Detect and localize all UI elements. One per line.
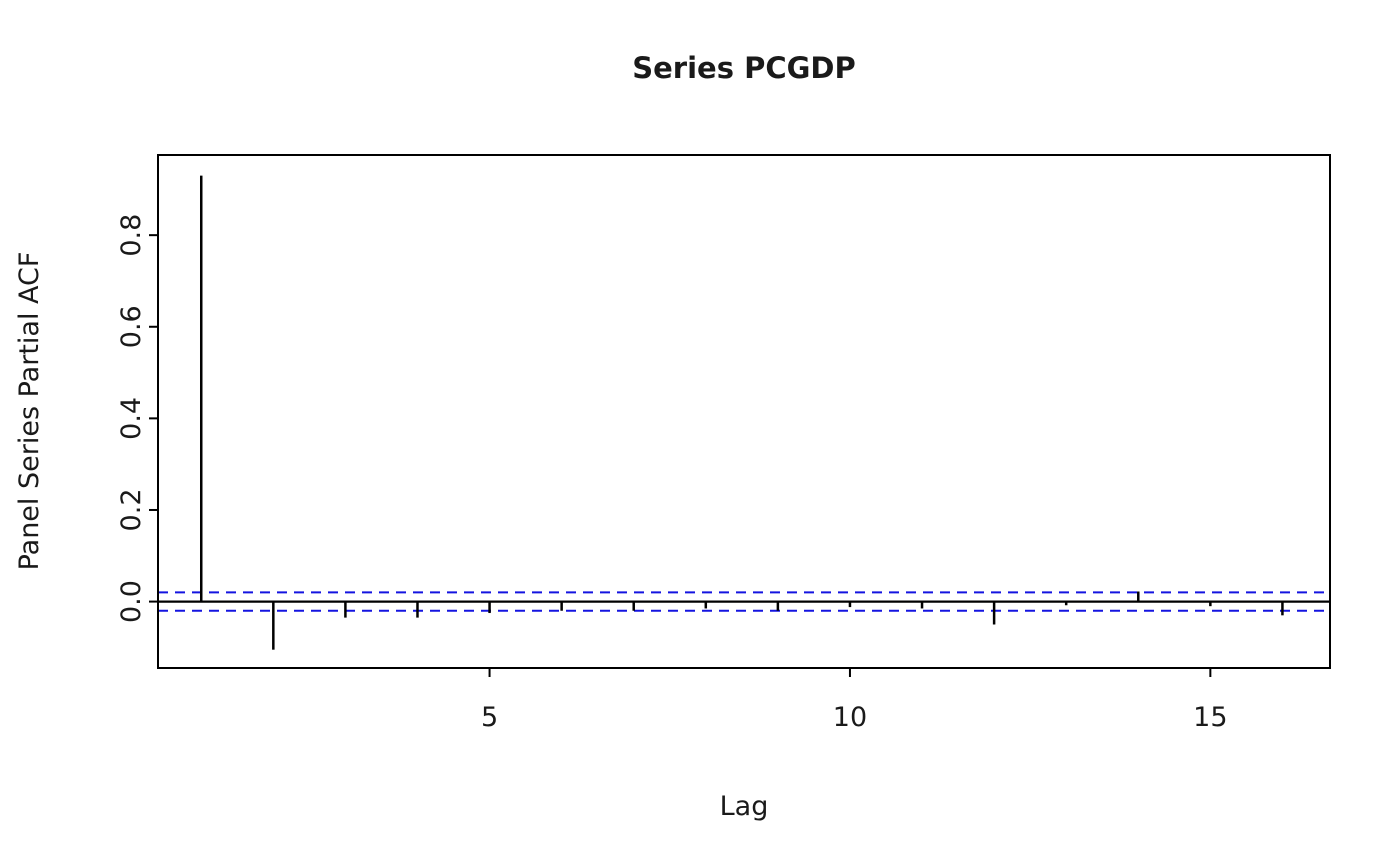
- y-tick-label: 0.6: [116, 305, 147, 348]
- chart-title: Series PCGDP: [632, 51, 856, 85]
- plot-box: [157, 154, 1331, 669]
- x-tick-label: 15: [1193, 702, 1227, 733]
- plot-layer: 0.0 0.2 0.4 0.6 0.8 5 10 15: [116, 154, 1331, 733]
- y-tick-label: 0.0: [116, 580, 147, 623]
- x-axis-label: Lag: [720, 791, 769, 822]
- y-axis-label: Panel Series Partial ACF: [14, 252, 45, 571]
- x-tick-label: 5: [481, 702, 498, 733]
- y-tick-label: 0.8: [116, 214, 147, 257]
- x-tick-label: 10: [833, 702, 867, 733]
- y-tick-label: 0.2: [116, 489, 147, 532]
- y-tick-label: 0.4: [116, 397, 147, 440]
